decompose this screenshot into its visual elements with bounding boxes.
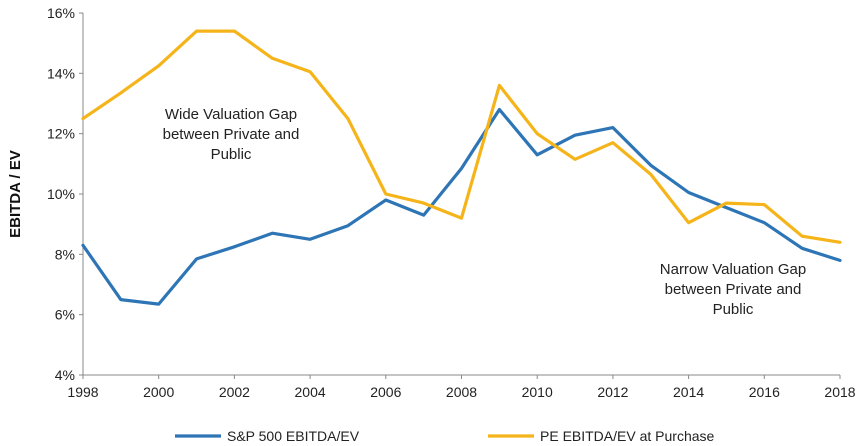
axes: 4% 6% 8% 10% 12% 14% 16% 1998 2000 2002 2004 2006 20… bbox=[7, 5, 856, 400]
x-tick-label: 2014 bbox=[673, 384, 704, 400]
annotations: Wide Valuation Gap between Private and Pub… bbox=[163, 106, 807, 318]
annotation-wide-gap-line: Public bbox=[211, 146, 252, 163]
sp500-ebitda-ev-line bbox=[81, 107, 842, 306]
y-tick-label: 12% bbox=[47, 126, 75, 142]
x-tick-label: 2018 bbox=[824, 384, 855, 400]
x-tick-label: 2000 bbox=[143, 384, 174, 400]
x-tick-label: 2004 bbox=[295, 384, 326, 400]
x-tick-label: 1998 bbox=[67, 384, 98, 400]
legend: S&P 500 EBITDA/EV PE EBITDA/EV at Purchas… bbox=[175, 428, 715, 444]
annotation-narrow-gap: Narrow Valuation Gap between Private and P… bbox=[660, 261, 806, 318]
y-tick-label: 14% bbox=[47, 65, 75, 81]
annotation-narrow-gap-line: between Private and bbox=[665, 281, 802, 298]
y-axis-title: EBITDA / EV bbox=[7, 150, 24, 238]
annotation-wide-gap-line: between Private and bbox=[163, 126, 300, 143]
annotation-narrow-gap-line: Public bbox=[713, 301, 754, 318]
pe-ebitda-ev-line bbox=[81, 29, 842, 244]
series-lines bbox=[81, 29, 842, 306]
annotation-wide-gap-line: Wide Valuation Gap bbox=[165, 106, 297, 123]
x-tick-label: 2008 bbox=[446, 384, 477, 400]
x-tick-label: 2016 bbox=[749, 384, 780, 400]
y-tick-label: 4% bbox=[55, 367, 75, 383]
x-tick-label: 2010 bbox=[522, 384, 553, 400]
y-tick-label: 16% bbox=[47, 5, 75, 21]
x-tick-label: 2006 bbox=[370, 384, 401, 400]
x-tick-label: 2012 bbox=[597, 384, 628, 400]
x-tick-label: 2002 bbox=[219, 384, 250, 400]
y-tick-label: 8% bbox=[55, 246, 75, 262]
y-tick-label: 6% bbox=[55, 307, 75, 323]
y-tick-label: 10% bbox=[47, 186, 75, 202]
legend-label: S&P 500 EBITDA/EV bbox=[227, 428, 360, 444]
annotation-narrow-gap-line: Narrow Valuation Gap bbox=[660, 261, 806, 278]
legend-label: PE EBITDA/EV at Purchase bbox=[540, 428, 715, 444]
annotation-wide-gap: Wide Valuation Gap between Private and Pub… bbox=[163, 106, 300, 163]
